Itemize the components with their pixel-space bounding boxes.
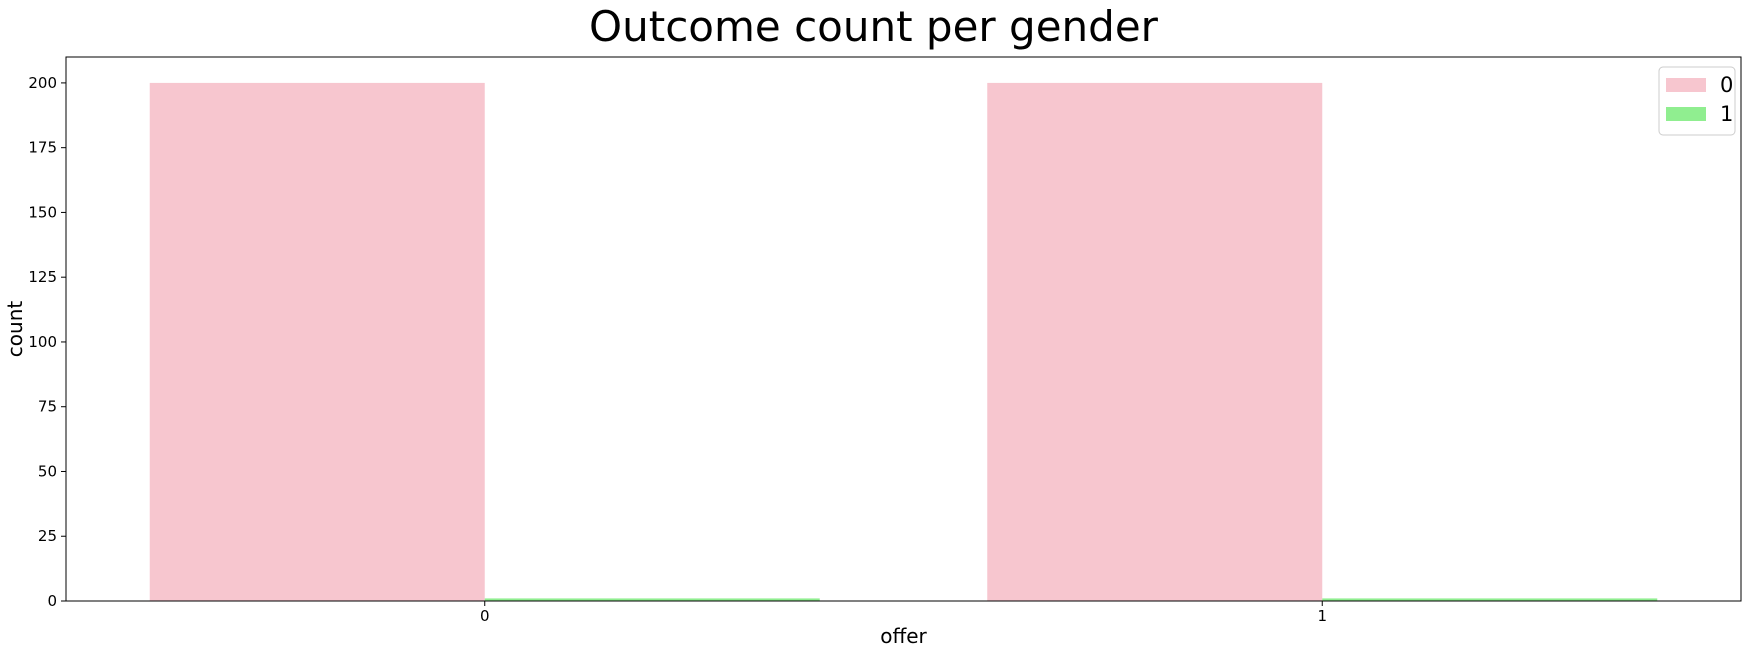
y-tick-label: 25 [38, 527, 57, 545]
y-axis: 0 25 50 75 100 125 150 175 200 [28, 74, 66, 610]
x-tick-label: 0 [480, 607, 490, 625]
x-axis-label: offer [880, 624, 927, 648]
legend-label: 1 [1720, 102, 1733, 126]
y-tick-label: 200 [28, 74, 57, 92]
y-axis-label: count [3, 301, 27, 358]
y-tick-label: 100 [28, 333, 57, 351]
plot-area-frame [65, 56, 1742, 602]
y-tick-label: 125 [28, 268, 57, 286]
y-tick-label: 150 [28, 203, 57, 221]
bar-series-0-category-0 [149, 82, 485, 601]
y-tick-label: 75 [38, 398, 57, 416]
bar-series-1-category-0 [484, 598, 820, 601]
y-tick-label: 50 [38, 462, 57, 480]
legend-swatch [1666, 107, 1706, 121]
bars-layer [149, 82, 1658, 601]
legend: 01 [1658, 66, 1736, 136]
legend-label: 0 [1720, 73, 1733, 97]
x-tick-label: 1 [1317, 607, 1327, 625]
bar-series-1-category-1 [1322, 598, 1658, 601]
legend-swatch [1666, 78, 1706, 92]
y-tick-label: 0 [47, 592, 57, 610]
y-tick-label: 175 [28, 139, 57, 157]
chart-title: Outcome count per gender [589, 2, 1158, 51]
bar-series-0-category-1 [987, 82, 1323, 601]
